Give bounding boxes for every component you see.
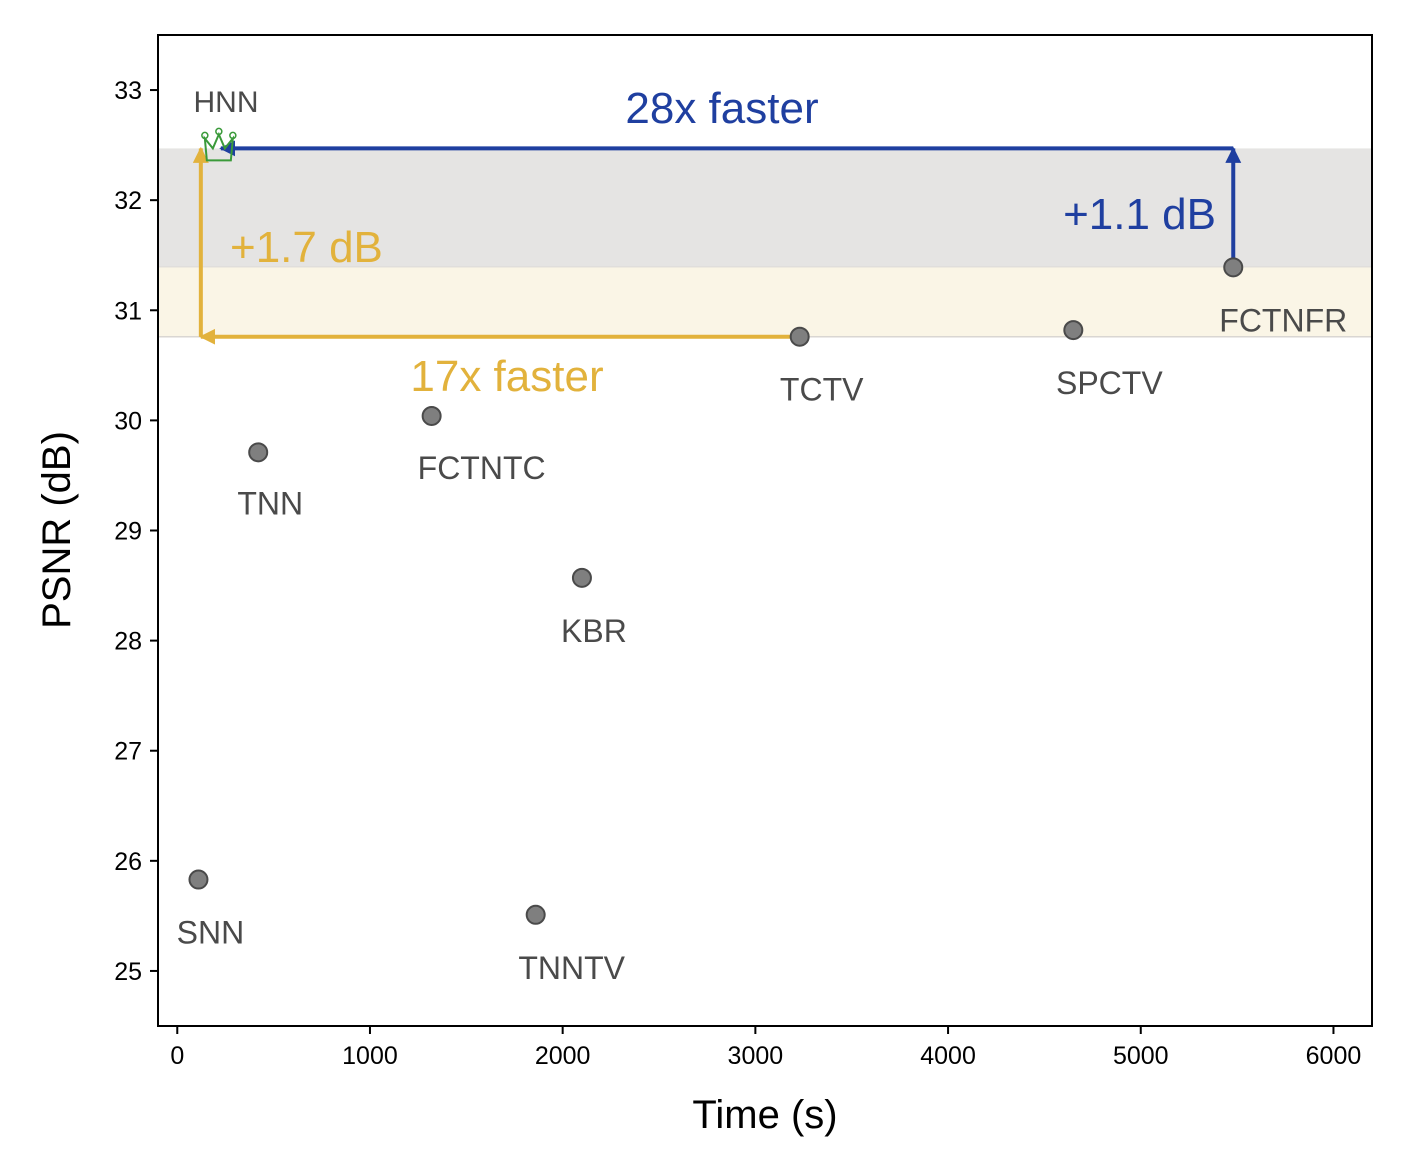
x-tick-label: 2000 xyxy=(535,1042,591,1070)
point-tnntv xyxy=(525,904,546,925)
point-label-kbr: KBR xyxy=(561,613,627,649)
annotation-17x-faster: 17x faster xyxy=(410,352,603,401)
point-snn xyxy=(188,869,209,890)
x-axis-label: Time (s) xyxy=(692,1093,837,1137)
crown-shape xyxy=(203,131,235,162)
crown-jewel xyxy=(201,131,209,140)
point-label-tctv: TCTV xyxy=(780,372,864,408)
annotation-plus-1-1-db: +1.1 dB xyxy=(1063,190,1216,239)
point-label-hnn: HNN xyxy=(194,86,259,119)
point-label-tnn: TNN xyxy=(237,485,303,521)
arrows-layer xyxy=(192,140,1242,345)
x-tick-label: 4000 xyxy=(920,1042,976,1070)
band-1 xyxy=(158,267,1372,337)
point-label-fctntc: FCTNTC xyxy=(418,450,546,486)
x-tick-label: 6000 xyxy=(1306,1042,1362,1070)
point-tctv xyxy=(789,326,810,347)
y-tick-label: 31 xyxy=(114,297,142,325)
x-tick-label: 5000 xyxy=(1113,1042,1169,1070)
y-tick-label: 26 xyxy=(114,848,142,876)
annotation-28x-faster: 28x faster xyxy=(625,84,818,133)
ticks-layer: 0 1000 2000 3000 4000 5000 6000 25 26 27 28 29 30 31 3… xyxy=(114,77,1361,1070)
y-tick-label: 28 xyxy=(114,628,142,656)
bands-layer xyxy=(158,148,1372,338)
crown-icon xyxy=(201,127,237,162)
y-tick-label: 30 xyxy=(114,407,142,435)
crown-jewel xyxy=(229,131,237,140)
point-label-fctnfr: FCTNFR xyxy=(1219,302,1347,338)
crown-jewel xyxy=(215,127,223,136)
point-fctntc xyxy=(421,405,442,426)
x-tick-label: 1000 xyxy=(342,1042,398,1070)
point-spctv xyxy=(1063,320,1084,341)
y-tick-label: 27 xyxy=(114,738,142,766)
y-tick-label: 29 xyxy=(114,518,142,546)
band-0 xyxy=(158,148,1372,268)
point-kbr xyxy=(571,567,592,588)
point-label-tnntv: TNNTV xyxy=(518,950,625,986)
y-tick-label: 32 xyxy=(114,187,142,215)
annotation-plus-1-7-db: +1.7 dB xyxy=(230,223,383,272)
y-axis-label: PSNR (dB) xyxy=(35,431,79,629)
highlight-layer: HNN xyxy=(194,86,259,162)
point-tnn xyxy=(248,442,269,463)
x-tick-label: 0 xyxy=(170,1042,184,1070)
y-tick-label: 25 xyxy=(114,958,142,986)
x-tick-label: 3000 xyxy=(728,1042,784,1070)
point-label-spctv: SPCTV xyxy=(1056,365,1163,401)
y-tick-label: 33 xyxy=(114,77,142,105)
point-label-snn: SNN xyxy=(177,915,245,951)
points-layer: SNN TNN FCTNTC TNNTV KBR TCTV SPCTV FCTNFR xyxy=(177,257,1347,986)
point-fctnfr xyxy=(1223,257,1244,278)
